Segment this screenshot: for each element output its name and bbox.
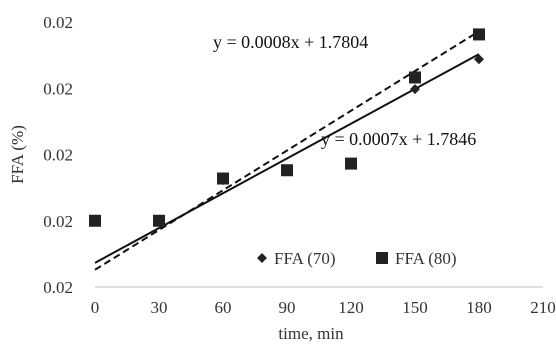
- legend-label-ffa70: FFA (70): [274, 249, 336, 268]
- x-axis-ticks: 0 30 60 90 120 150 180 210: [91, 298, 556, 317]
- x-tick-label: 210: [530, 298, 556, 317]
- x-tick-label: 120: [338, 298, 364, 317]
- trendline-ffa80: [94, 53, 480, 264]
- x-tick-label: 0: [91, 298, 100, 317]
- data-point-ffa70: [346, 158, 356, 169]
- plot-area: 0 30 60 90 120 150 180 210 0.02 0.02 0.02 0.02 0.02: [43, 13, 556, 317]
- legend-square-icon: [376, 252, 388, 264]
- data-point-ffa70: [282, 165, 292, 176]
- trendlines: [94, 30, 480, 271]
- x-axis-title: time, min: [278, 324, 344, 343]
- trendline-equation-ffa70: y = 0.0008x + 1.7804: [213, 32, 368, 52]
- legend-diamond-icon: [257, 253, 267, 263]
- y-axis-ticks: 0.02 0.02 0.02 0.02 0.02: [43, 13, 73, 297]
- data-points: [89, 28, 485, 227]
- y-tick-label: 0.02: [43, 13, 73, 32]
- x-tick-label: 150: [402, 298, 428, 317]
- y-axis-title: FFA (%): [8, 125, 27, 184]
- trendline-equation-ffa80: y = 0.0007x + 1.7846: [321, 129, 476, 149]
- data-point-ffa80: [409, 71, 421, 84]
- y-tick-label: 0.02: [43, 212, 73, 231]
- legend-marker-square: [376, 252, 388, 264]
- legend: FFA (70) FFA (80): [257, 249, 457, 268]
- x-tick-label: 30: [151, 298, 168, 317]
- x-tick-label: 90: [279, 298, 296, 317]
- data-point-ffa70: [218, 175, 228, 186]
- trendline-ffa70: [94, 30, 480, 271]
- legend-label-ffa80: FFA (80): [395, 249, 457, 268]
- legend-marker-diamond: [257, 253, 267, 263]
- data-point-ffa80: [473, 28, 485, 41]
- x-tick-label: 60: [215, 298, 232, 317]
- data-point-ffa70: [154, 215, 164, 226]
- y-tick-label: 0.02: [43, 278, 73, 297]
- y-tick-label: 0.02: [43, 79, 73, 98]
- data-point-ffa70: [90, 215, 100, 226]
- x-tick-label: 180: [466, 298, 492, 317]
- data-point-ffa70: [474, 54, 484, 65]
- data-point-ffa70: [410, 84, 420, 95]
- y-tick-label: 0.02: [43, 146, 73, 165]
